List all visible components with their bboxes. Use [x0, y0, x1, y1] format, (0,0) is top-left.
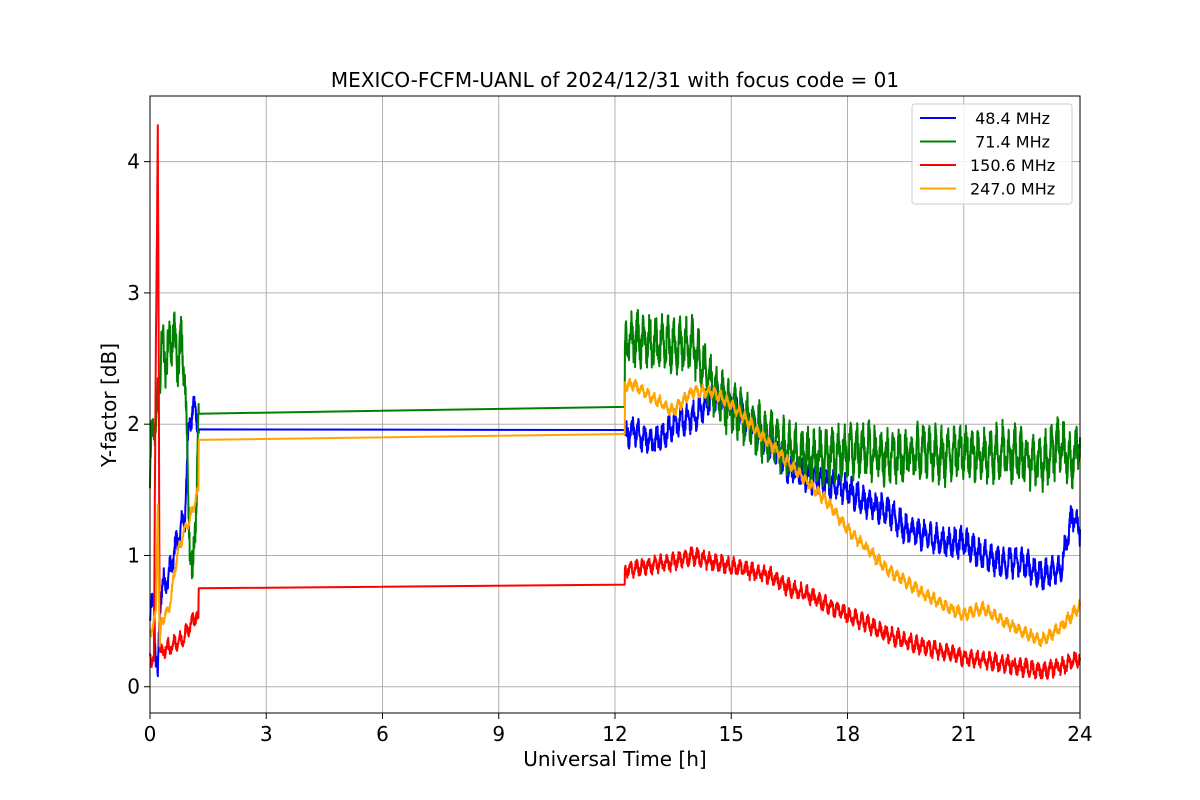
- y-axis-label: Y-factor [dB]: [97, 343, 121, 468]
- legend-box: [911, 103, 1073, 205]
- y-tick-label: 4: [127, 150, 140, 174]
- legend-label: 71.4 MHz: [970, 133, 1050, 152]
- y-tick-label: 3: [127, 281, 140, 305]
- x-axis: 0 3 6 9 12 15 18 21 24: [144, 713, 1093, 746]
- legend-label: 247.0 MHz: [970, 180, 1055, 199]
- y-tick-label: 1: [127, 543, 140, 567]
- x-tick-label: 6: [376, 722, 389, 746]
- series-line-4: [149, 377, 1081, 648]
- legend-label: 48.4 MHz: [970, 109, 1050, 128]
- y-axis: 0 1 2 3 4: [127, 150, 150, 699]
- series-line-3: [149, 124, 1081, 680]
- series-line-2: [149, 308, 1081, 580]
- x-tick-label: 0: [144, 722, 157, 746]
- x-tick-label: 3: [260, 722, 273, 746]
- x-axis-label: Universal Time [h]: [523, 747, 706, 771]
- x-tick-label: 15: [719, 722, 744, 746]
- x-tick-label: 9: [492, 722, 505, 746]
- x-tick-label: 18: [835, 722, 860, 746]
- y-tick-label: 0: [127, 675, 140, 699]
- y-tick-label: 2: [127, 412, 140, 436]
- legend: 48.4 MHz 71.4 MHz 150.6 MHz 247.0 MHz: [911, 103, 1073, 205]
- series-line-1: [149, 381, 1081, 678]
- x-tick-label: 21: [951, 722, 976, 746]
- x-tick-label: 12: [602, 722, 627, 746]
- chart-title: MEXICO-FCFM-UANL of 2024/12/31 with focu…: [331, 68, 899, 92]
- legend-label: 150.6 MHz: [970, 156, 1055, 175]
- series-layer: [149, 124, 1081, 680]
- x-tick-label: 24: [1067, 722, 1092, 746]
